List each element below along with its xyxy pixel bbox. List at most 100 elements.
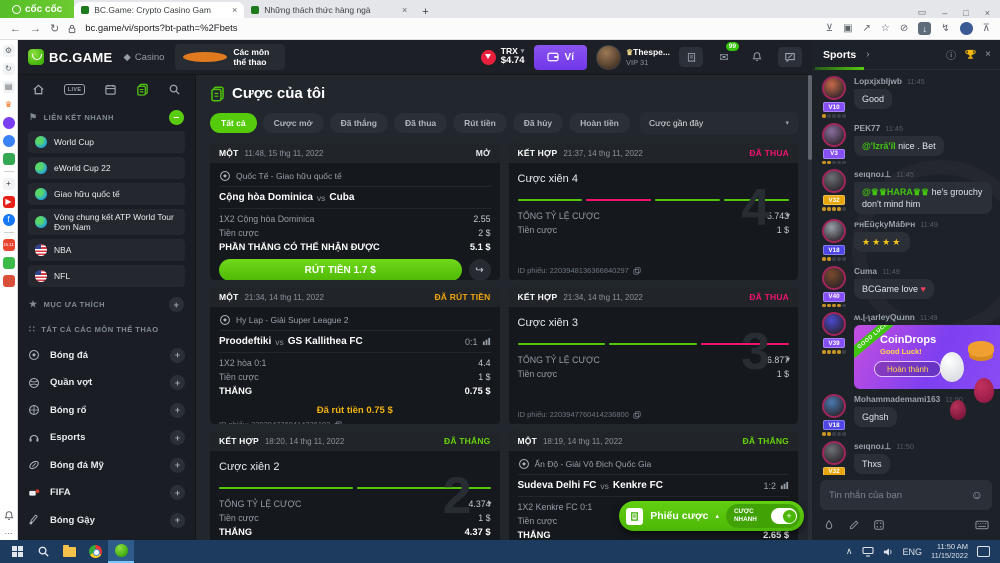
quick-link-item[interactable]: eWorld Cup 22 xyxy=(28,157,185,179)
history-icon[interactable]: ↻ xyxy=(2,63,15,75)
quick-link-item[interactable]: NFL xyxy=(28,265,185,288)
cart-icon[interactable] xyxy=(2,293,15,305)
expand-sport-button[interactable]: + xyxy=(170,347,185,363)
expand-sport-button[interactable]: + xyxy=(170,430,185,446)
betslip-button[interactable]: Phiếu cược ▴ CƯỢC NHANH + xyxy=(619,501,804,531)
info-icon[interactable]: ⓘ xyxy=(946,51,957,62)
avatar[interactable] xyxy=(822,122,846,147)
mail-icon[interactable]: ✉ 99 xyxy=(712,41,740,67)
chat-input[interactable]: Tin nhắn của bạn ☺ xyxy=(820,480,992,510)
expand-combo-icon[interactable]: ▾ xyxy=(785,211,790,220)
copy-icon[interactable] xyxy=(633,410,641,419)
search-icon[interactable] xyxy=(168,83,181,96)
copy-icon[interactable] xyxy=(334,420,342,424)
filter-pill[interactable]: Hoàn tiền xyxy=(569,113,630,133)
live-icon[interactable]: LIVE xyxy=(63,84,86,95)
url-text[interactable]: bc.game/vi/sports?bt-path=%2Fbets xyxy=(85,23,238,34)
chat-tab-sports[interactable]: Sports xyxy=(814,40,865,70)
filter-pill[interactable]: Cược mở xyxy=(262,113,324,133)
cast-icon[interactable]: ▭ xyxy=(917,7,927,17)
avatar[interactable] xyxy=(822,76,846,100)
browser-tab[interactable]: Những thách thức hàng ngà × xyxy=(244,2,414,18)
filter-pill[interactable]: Tất cả xyxy=(210,113,257,133)
stats-icon[interactable] xyxy=(780,481,789,490)
expand-sport-button[interactable]: + xyxy=(170,485,185,501)
user-menu[interactable]: ♛Thespe... VIP 31 xyxy=(595,44,670,70)
quick-link-item[interactable]: NBA xyxy=(28,239,185,262)
avatar[interactable] xyxy=(822,219,846,244)
coindrops-card[interactable]: GOOD LUCK CoinDrops Good Luck! Hoàn thành xyxy=(854,325,1000,390)
coccoc-brand-logo[interactable]: cốc cốc xyxy=(0,0,75,18)
scrollbar-thumb[interactable] xyxy=(808,75,812,160)
schedule-icon[interactable] xyxy=(104,83,117,96)
expand-combo-icon[interactable]: ▾ xyxy=(785,355,790,364)
chat-toggle-icon[interactable] xyxy=(778,47,802,67)
quick-bet-control[interactable]: CƯỢC NHANH + xyxy=(726,504,800,528)
downloads-tray-icon[interactable]: ⊼ xyxy=(982,23,990,34)
sport-item[interactable]: Bóng đá Mỹ + xyxy=(28,451,185,479)
nav-casino[interactable]: ◆ Casino xyxy=(124,52,165,63)
clock[interactable]: 11:50 AM 11/15/2022 xyxy=(931,541,968,560)
trophy-icon[interactable] xyxy=(964,48,977,61)
share-icon[interactable]: ↗ xyxy=(862,23,871,34)
youtube-icon[interactable]: ▶ xyxy=(2,196,15,208)
stats-icon[interactable] xyxy=(482,337,491,346)
translate-icon[interactable]: ▣ xyxy=(843,23,853,34)
tab-close-icon[interactable]: × xyxy=(231,5,238,15)
save-icon[interactable]: ⊻ xyxy=(825,23,834,34)
close-window-button[interactable]: × xyxy=(984,7,990,18)
transactions-icon[interactable] xyxy=(679,47,703,67)
avatar[interactable] xyxy=(822,440,846,465)
browser-tab[interactable]: BC.Game: Crypto Casino Gam × xyxy=(74,2,245,18)
volume-icon[interactable] xyxy=(883,547,894,557)
avatar[interactable] xyxy=(822,312,846,337)
filter-pill[interactable]: Đã thua xyxy=(393,113,448,133)
rules-icon[interactable] xyxy=(848,519,860,531)
quick-link-item[interactable]: Giao hữu quốc tế xyxy=(28,183,185,205)
new-tab-button[interactable]: + xyxy=(422,6,429,18)
sport-item[interactable]: Esports + xyxy=(28,424,185,452)
start-button[interactable] xyxy=(4,540,30,563)
cashout-button[interactable]: RÚT TIỀN 1.7 $ xyxy=(219,259,462,280)
tab-close-icon[interactable]: × xyxy=(401,5,408,15)
scrollbar[interactable] xyxy=(808,75,812,540)
copy-icon[interactable] xyxy=(633,266,641,275)
messenger-icon[interactable] xyxy=(2,117,15,129)
reload-icon[interactable]: ↻ xyxy=(50,23,60,35)
bookmark-star-icon[interactable]: ☆ xyxy=(880,23,890,34)
games-icon[interactable] xyxy=(873,519,885,531)
rain-icon[interactable] xyxy=(823,519,835,531)
back-icon[interactable]: ← xyxy=(10,22,21,35)
crown-icon[interactable]: ♛ xyxy=(2,99,15,111)
facebook-icon[interactable]: f xyxy=(2,214,15,226)
keyboard-icon[interactable] xyxy=(975,520,989,530)
bell-icon[interactable] xyxy=(745,47,769,67)
settings-icon[interactable]: ⚙ xyxy=(2,45,15,57)
shield-icon[interactable]: ⊘ xyxy=(899,23,909,34)
chevron-right-icon[interactable]: › xyxy=(866,49,870,60)
quick-link-item[interactable]: Vòng chung kết ATP World Tour Đơn Nam xyxy=(28,209,185,236)
tray-chevron-icon[interactable]: ∧ xyxy=(845,546,853,556)
filter-pill[interactable]: Đã thắng xyxy=(329,113,388,133)
shop-icon[interactable] xyxy=(2,257,15,269)
share-button[interactable]: ↪ xyxy=(468,259,491,280)
add-favorite-button[interactable]: + xyxy=(169,297,184,313)
filter-pill[interactable]: Đã hủy xyxy=(512,113,564,133)
action-center-icon[interactable] xyxy=(977,546,990,557)
flower-icon[interactable] xyxy=(2,275,15,287)
extensions-icon[interactable]: ↯ xyxy=(941,23,950,34)
zalo-icon[interactable] xyxy=(2,135,15,147)
quick-bet-toggle[interactable]: + xyxy=(771,508,797,524)
emoji-icon[interactable]: ☺ xyxy=(970,488,983,502)
sidebar-bell-icon[interactable] xyxy=(3,510,15,522)
feed-icon[interactable]: ▤ xyxy=(2,81,15,93)
restore-button[interactable]: □ xyxy=(963,7,969,18)
chrome-icon[interactable] xyxy=(82,540,108,563)
expand-sport-button[interactable]: + xyxy=(170,375,185,391)
expand-sport-button[interactable]: + xyxy=(170,402,185,418)
expand-combo-icon[interactable]: ▾ xyxy=(487,499,492,508)
close-chat-icon[interactable]: × xyxy=(985,49,991,60)
games-icon[interactable] xyxy=(2,153,15,165)
sport-item[interactable]: Quần vợt + xyxy=(28,369,185,397)
my-bets-icon[interactable] xyxy=(136,83,149,96)
